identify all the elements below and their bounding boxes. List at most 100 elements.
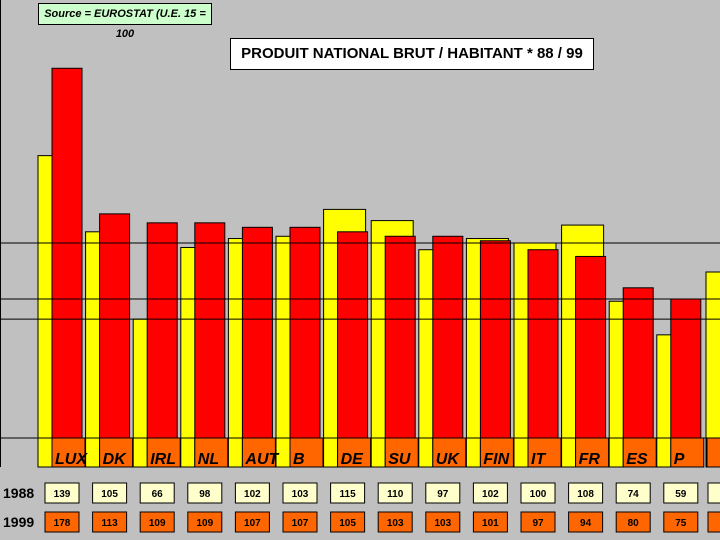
value-box-1999-B [282,511,318,533]
category-label-IT: IT [531,451,546,468]
category-label-FR: FR [579,451,601,468]
value-box-1999-IRL [139,511,175,533]
value-label-1999-ES: 80 [628,518,640,529]
category-box-IRL [146,437,181,468]
value-label-1999-AUT: 107 [244,518,261,529]
value-label-1999-FR: 94 [580,518,592,529]
value-label-1988-DK: 105 [101,489,118,500]
value-label-1988-IRL: 66 [152,489,164,500]
value-box-1999-FR [568,511,604,533]
category-box-IT [527,437,562,468]
category-box-LUX [51,437,86,468]
source-note: Source = EUROSTAT (U.E. 15 = 100 [38,3,212,40]
value-label-1999-DE: 105 [339,518,356,529]
category-box-partial [706,437,720,468]
value-box-1988-ES [615,482,651,504]
value-label-1988-SU: 110 [387,489,404,500]
value-box-1999-ES [615,511,651,533]
value-box-1988-AUT [234,482,270,504]
category-label-ES: ES [626,451,648,468]
category-label-IRL: IRL [150,451,176,468]
value-box-1999-DK [92,511,128,533]
value-label-1999-DK: 113 [102,518,119,529]
value-label-1999-P: 75 [675,518,687,529]
value-box-1988-B [282,482,318,504]
row-label-1999: 1999 [3,514,34,530]
bar-1999-FIN [479,240,511,468]
value-label-1988-B: 103 [292,489,309,500]
value-box-1988-SU [377,482,413,504]
value-box-1999-IT [520,511,556,533]
value-label-1999-SU: 103 [387,518,404,529]
value-box-1999-FIN [472,511,508,533]
category-box-UK [432,437,467,468]
bar-1999-AUT [241,226,273,468]
category-label-DE: DE [341,451,365,468]
value-label-1988-DE: 115 [340,489,357,500]
bar-1999-ES [622,287,654,468]
value-box-1999-LUX [44,511,80,533]
category-label-DK: DK [103,451,128,468]
category-box-B [289,437,324,468]
value-box-1988-NL [187,482,223,504]
bar-1999-UK [432,235,464,468]
category-label-P: P [674,451,685,468]
value-label-1988-UK: 97 [437,489,449,500]
category-label-LUX: LUX [55,451,88,468]
bar-1999-DK [99,213,131,468]
value-label-1988-NL: 98 [199,489,211,500]
value-box-1988-P [663,482,699,504]
value-box-1999-SU [377,511,413,533]
category-box-FR [575,437,610,468]
value-label-1988-AUT: 102 [244,489,261,500]
bar-1999-IT [527,249,559,468]
value-label-1988-P: 59 [675,489,687,500]
bar-1999-IRL [146,222,178,468]
category-label-AUT: AUT [244,451,279,468]
category-label-NL: NL [198,451,219,468]
bar-1999-NL [194,222,226,468]
value-label-1999-B: 107 [292,518,309,529]
value-label-1999-IRL: 109 [149,518,166,529]
category-label-UK: UK [436,451,461,468]
value-box-1988-DE [330,482,366,504]
value-box-1988-DK [92,482,128,504]
category-box-FIN [479,437,514,468]
value-label-1999-FIN: 101 [482,518,499,529]
bar-1999-SU [384,235,416,468]
value-box-1988-IT [520,482,556,504]
bar-1999-B [289,226,321,468]
category-box-NL [194,437,229,468]
bar-1999-FR [575,255,607,468]
row-label-1988: 1988 [3,485,34,501]
category-box-AUT [241,437,276,468]
value-label-1988-IT: 100 [530,489,547,500]
value-box-1999-DE [330,511,366,533]
value-box-1999-AUT [234,511,270,533]
value-label-1999-LUX: 178 [54,518,71,529]
value-label-1988-FIN: 102 [482,489,499,500]
value-label-1999-IT: 97 [532,518,544,529]
value-box-1999-P [663,511,699,533]
value-label-1988-ES: 74 [628,489,640,500]
value-box-1988-UK [425,482,461,504]
category-box-P [670,437,705,468]
value-box-1988-partial [707,482,720,504]
value-label-1999-NL: 109 [196,518,213,529]
value-box-1988-IRL [139,482,175,504]
bar-1999-DE [337,231,369,468]
category-label-SU: SU [388,451,411,468]
category-box-DE [337,437,372,468]
bar-1999-LUX [51,67,83,468]
value-label-1999-UK: 103 [434,518,451,529]
value-box-1999-partial [707,511,720,533]
value-box-1999-UK [425,511,461,533]
chart-title: PRODUIT NATIONAL BRUT / HABITANT * 88 / … [230,38,594,70]
category-box-ES [622,437,657,468]
value-box-1988-FR [568,482,604,504]
value-box-1988-FIN [472,482,508,504]
value-label-1988-FR: 108 [577,489,594,500]
category-label-FIN: FIN [483,451,509,468]
value-label-1988-LUX: 139 [54,489,71,500]
